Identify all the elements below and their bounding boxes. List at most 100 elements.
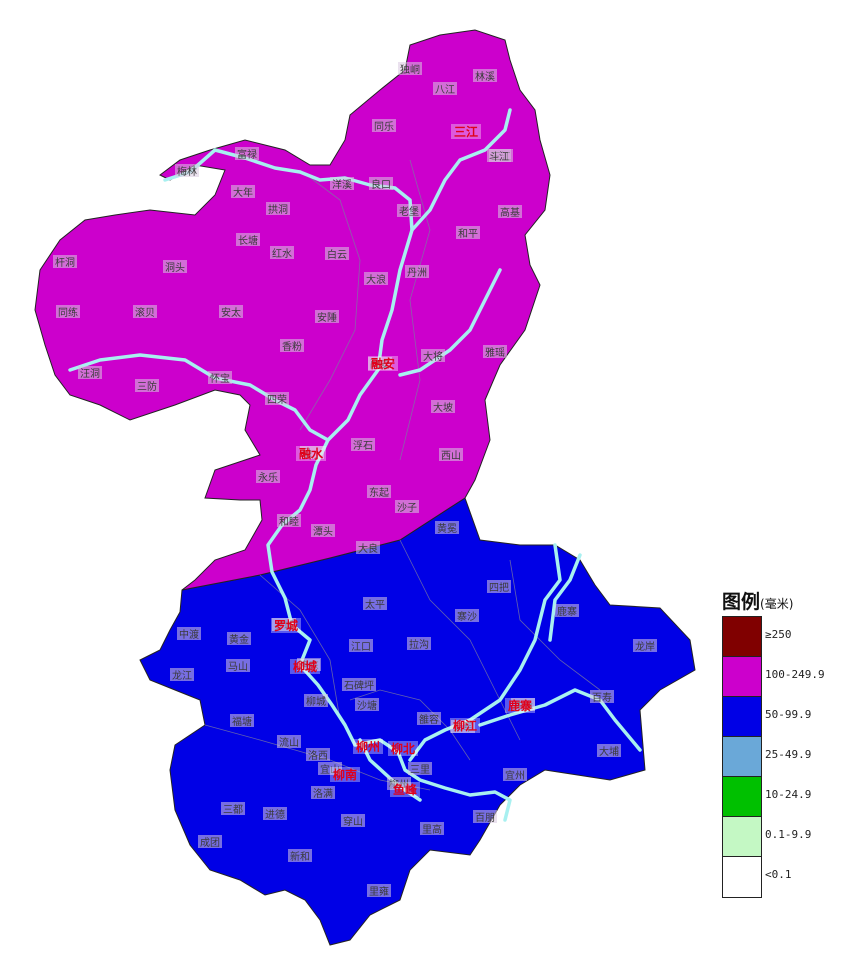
place-label-bg bbox=[367, 485, 391, 498]
place-label: 梅林 bbox=[175, 164, 199, 178]
place-label-text: 龙江 bbox=[172, 669, 192, 682]
legend-item: 25-49.9 bbox=[723, 737, 811, 777]
place-label: 拱洞 bbox=[266, 202, 290, 216]
place-label: 融水 bbox=[300, 446, 324, 460]
place-label-text: 罗城 bbox=[274, 620, 294, 632]
place-label-text: 融水 bbox=[302, 448, 322, 460]
legend-item: 50-99.9 bbox=[723, 697, 811, 737]
place-label: 鹿寨 bbox=[555, 604, 579, 618]
place-label-text: 雅瑶 bbox=[485, 346, 505, 359]
place-label: 宜山 bbox=[318, 762, 342, 776]
place-label: 大埔 bbox=[597, 744, 621, 758]
place-label-text: 红水 bbox=[272, 247, 292, 260]
place-label-bg bbox=[511, 698, 535, 711]
place-label: 怀宝 bbox=[208, 371, 232, 385]
place-label-bg bbox=[431, 400, 455, 413]
place-label: 太平 bbox=[363, 597, 387, 611]
place-label: 龙江 bbox=[170, 668, 194, 682]
place-label-text: 流山 bbox=[279, 736, 299, 749]
place-label-bg bbox=[318, 762, 342, 775]
county-label: 罗城 bbox=[271, 618, 301, 633]
place-label-bg bbox=[435, 521, 459, 534]
place-label-text: 浮石 bbox=[353, 440, 373, 452]
place-label: 石碑坪 bbox=[342, 678, 376, 692]
place-label: 三里 bbox=[408, 762, 432, 776]
place-label-bg bbox=[483, 345, 507, 358]
place-label: 里高 bbox=[420, 822, 444, 836]
place-label-bg bbox=[356, 541, 380, 554]
legend-item: 100-249.9 bbox=[723, 657, 825, 697]
place-label-bg bbox=[439, 448, 463, 461]
place-label-text: 中渡 bbox=[179, 628, 199, 641]
place-label-bg bbox=[53, 255, 77, 268]
place-label-text: 进德 bbox=[265, 808, 285, 821]
place-label: 成团 bbox=[198, 835, 222, 849]
place-label-text: 大良 bbox=[358, 542, 378, 555]
place-label-text: 和平 bbox=[458, 228, 478, 240]
county-label-bg bbox=[505, 698, 535, 713]
place-label-text: 怀宝 bbox=[210, 372, 230, 385]
place-label-bg bbox=[408, 762, 432, 775]
place-label: 西山 bbox=[439, 448, 463, 462]
place-label-text: 白云 bbox=[327, 248, 347, 261]
place-label: 穿山 bbox=[341, 814, 365, 828]
place-label: 大浪 bbox=[364, 272, 388, 286]
legend-title-text: 图例 bbox=[722, 591, 761, 613]
place-label-text: 香粉 bbox=[282, 340, 302, 353]
place-label: 柳城 bbox=[304, 694, 328, 708]
county-label-bg bbox=[330, 767, 360, 782]
place-label: 江口 bbox=[349, 639, 373, 653]
legend-item: 10-24.9 bbox=[723, 777, 811, 817]
place-label: 马山 bbox=[226, 659, 250, 673]
place-label-text: 沙塘 bbox=[357, 699, 377, 712]
county-label-bg bbox=[368, 356, 398, 371]
legend-swatches: ≥250 100-249.9 50-99.9 25-49.9 10-24.9 0.1-9.… bbox=[722, 616, 825, 898]
place-label: 福塘 bbox=[230, 714, 254, 728]
place-label-bg bbox=[231, 185, 255, 198]
county-label-bg bbox=[271, 618, 301, 633]
place-label-text: 四把 bbox=[489, 581, 509, 594]
place-label: 大将 bbox=[421, 349, 445, 363]
place-label-bg bbox=[300, 446, 324, 459]
county-label: 三江 bbox=[451, 124, 481, 139]
place-label-text: 潭头 bbox=[313, 526, 333, 538]
place-label-bg bbox=[487, 149, 511, 162]
place-label-bg bbox=[270, 246, 294, 259]
place-label-bg bbox=[306, 748, 330, 761]
place-label: 进德 bbox=[263, 807, 287, 821]
place-label-bg bbox=[590, 690, 614, 703]
county-label: 柳北 bbox=[388, 741, 418, 756]
place-label: 三防 bbox=[135, 379, 159, 393]
legend-item: 0.1-9.9 bbox=[723, 817, 811, 857]
place-label-bg bbox=[372, 119, 396, 132]
place-label-bg bbox=[235, 147, 259, 160]
county-label-text: 融安 bbox=[371, 356, 395, 371]
place-label-bg bbox=[297, 658, 321, 671]
place-label-text: 百朋 bbox=[475, 812, 495, 824]
legend-item-label: 10-24.9 bbox=[765, 788, 812, 801]
place-label-bg bbox=[230, 714, 254, 727]
place-label-bg bbox=[208, 371, 232, 384]
place-label-text: 宜山 bbox=[320, 763, 340, 776]
place-label-text: 雒容 bbox=[419, 713, 439, 726]
place-label-bg bbox=[304, 694, 328, 707]
place-label: 百寿 bbox=[590, 690, 614, 704]
place-label-text: 安太 bbox=[221, 306, 241, 319]
place-label: 寨沙 bbox=[455, 609, 479, 623]
place-label-text: 独峒 bbox=[400, 63, 420, 76]
county-label-text: 柳南 bbox=[333, 767, 357, 782]
place-label-bg bbox=[398, 62, 422, 75]
place-label-bg bbox=[175, 164, 199, 177]
place-label-bg bbox=[226, 659, 250, 672]
place-label: 永乐 bbox=[256, 470, 280, 484]
place-label: 红水 bbox=[270, 246, 294, 260]
place-label-text: 拱洞 bbox=[268, 203, 288, 216]
place-label-text: 东起 bbox=[369, 486, 389, 499]
legend-item-label: 0.1-9.9 bbox=[765, 828, 812, 841]
place-label: 沙塘 bbox=[355, 698, 379, 712]
county-label-text: 柳北 bbox=[391, 741, 415, 756]
place-label-text: 同乐 bbox=[374, 121, 394, 133]
place-label: 黄冕 bbox=[435, 521, 459, 535]
